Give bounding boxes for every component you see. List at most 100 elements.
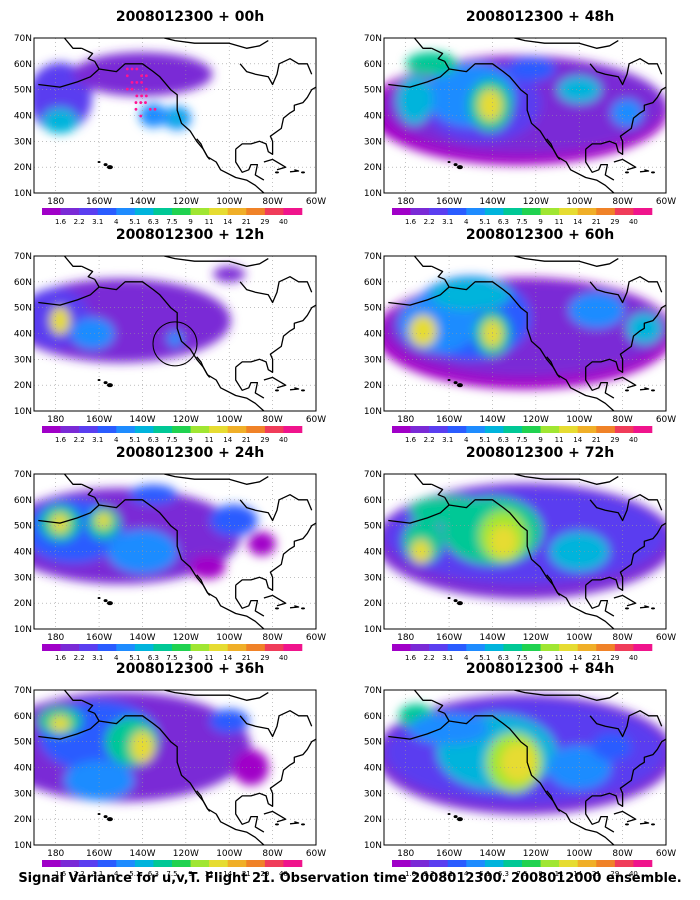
lon-tick-label: 140W	[129, 197, 155, 207]
colorbar-swatch	[540, 208, 560, 215]
lat-tick-label: 20N	[364, 599, 382, 609]
colorbar-swatch	[116, 860, 136, 867]
colorbar-swatch	[633, 426, 653, 433]
colorbar-swatch	[410, 860, 430, 867]
colorbar-swatch	[392, 644, 411, 651]
colorbar-swatch	[172, 426, 191, 433]
colorbar-swatch	[264, 644, 284, 651]
colorbar-swatch	[264, 860, 284, 867]
variance-contour	[610, 98, 643, 127]
lon-tick-label: 180	[397, 415, 414, 425]
map-panel: 2008012300 + 72h 10N 20N 30N 40N 50N 60N 70N 180…	[364, 444, 700, 662]
lat-tick-label: 10N	[364, 841, 382, 851]
lat-tick-label: 30N	[364, 137, 382, 147]
colorbar-swatch	[172, 208, 191, 215]
panel-title: 2008012300 + 12h	[115, 227, 265, 243]
colorbar-label: 11	[205, 436, 214, 444]
colorbar-label: 3.1	[442, 218, 453, 226]
colorbar-label: 21	[242, 218, 251, 226]
figure-caption: Signal Variance for u,v,T. Flight 21. Ob…	[18, 871, 682, 886]
panel-title: 2008012300 + 24h	[115, 445, 265, 461]
colorbar-label: 4	[464, 218, 469, 226]
colorbar-swatch	[540, 644, 560, 651]
colorbar-label: 4	[464, 436, 469, 444]
colorbar-label: 11	[555, 870, 564, 878]
lon-tick-label: 100W	[566, 415, 592, 425]
colorbar-swatch	[153, 208, 173, 215]
colorbar-label: 7.5	[516, 870, 527, 878]
lon-tick-label: 120W	[523, 415, 549, 425]
variance-contour	[139, 103, 168, 128]
colorbar-swatch	[42, 208, 61, 215]
lat-tick-label: 40N	[14, 764, 32, 774]
lat-tick-label: 60N	[364, 712, 382, 722]
variance-contour	[209, 709, 250, 733]
colorbar-swatch	[246, 208, 266, 215]
lon-tick-label: 100W	[216, 633, 242, 643]
colorbar-swatch	[559, 644, 579, 651]
lat-tick-label: 30N	[14, 573, 32, 583]
variance-map: 10N 20N 30N 40N 50N 60N 70N 180 160W 140W 120W 100W…	[364, 686, 676, 878]
colorbar-swatch	[97, 426, 117, 433]
lon-tick-label: 180	[47, 849, 64, 859]
variance-map: 10N 20N 30N 40N 50N 60N 70N 180 160W 140W 120W 100W…	[14, 252, 326, 444]
panel-title: 2008012300 + 72h	[465, 445, 615, 461]
colorbar-swatch	[392, 426, 411, 433]
colorbar-swatch	[596, 860, 616, 867]
colorbar-swatch	[134, 644, 154, 651]
variance-contour	[95, 512, 112, 529]
lon-tick-label: 60W	[656, 849, 676, 859]
colorbar-label: 5.1	[129, 654, 140, 662]
colorbar-label: 1.6	[55, 218, 67, 226]
colorbar-swatch	[559, 208, 579, 215]
colorbar-label: 29	[610, 436, 619, 444]
variance-map: 10N 20N 30N 40N 50N 60N 70N 180 160W 140W 120W 100W…	[14, 470, 326, 662]
colorbar-swatch	[429, 426, 449, 433]
colorbar-label: 14	[573, 218, 582, 226]
colorbar-swatch	[264, 426, 284, 433]
colorbar-label: 21	[592, 870, 601, 878]
colorbar-label: 6.3	[498, 218, 509, 226]
variance-map: 10N 20N 30N 40N 50N 60N 70N 180 160W 140W 120W 100W…	[14, 686, 326, 878]
lon-tick-label: 80W	[262, 197, 282, 207]
lat-tick-label: 50N	[364, 738, 382, 748]
colorbar-label: 21	[592, 218, 601, 226]
colorbar-swatch	[429, 208, 449, 215]
colorbar-swatch	[410, 426, 430, 433]
colorbar-swatch	[209, 208, 229, 215]
lon-tick-label: 180	[397, 633, 414, 643]
colorbar-label: 5.1	[129, 870, 140, 878]
coastline	[38, 474, 316, 629]
colorbar-swatch	[522, 644, 541, 651]
lon-tick-label: 160W	[86, 849, 112, 859]
colorbar-swatch	[596, 426, 616, 433]
panel-title: 2008012300 + 36h	[115, 661, 265, 677]
colorbar-label: 3.1	[442, 870, 453, 878]
colorbar-label: 2.2	[74, 218, 85, 226]
lon-tick-label: 60W	[656, 197, 676, 207]
variance-contour	[169, 111, 186, 126]
lon-tick-label: 140W	[479, 197, 505, 207]
lat-tick-label: 40N	[14, 330, 32, 340]
panel-title: 2008012300 + 84h	[465, 661, 615, 677]
colorbar-swatch	[283, 208, 303, 215]
lat-tick-label: 60N	[364, 278, 382, 288]
lon-tick-label: 180	[47, 197, 64, 207]
lat-tick-label: 70N	[14, 252, 32, 262]
colorbar-swatch	[190, 860, 210, 867]
colorbar-swatch	[42, 644, 61, 651]
lon-tick-label: 160W	[86, 197, 112, 207]
colorbar-swatch	[503, 426, 523, 433]
colorbar-label: 3.1	[92, 436, 103, 444]
lon-tick-label: 60W	[656, 415, 676, 425]
colorbar-swatch	[227, 860, 247, 867]
coastline	[388, 690, 666, 845]
variance-contour	[478, 89, 503, 122]
lon-tick-label: 120W	[523, 197, 549, 207]
lat-tick-label: 50N	[14, 738, 32, 748]
colorbar-label: 11	[205, 654, 214, 662]
lon-tick-label: 180	[47, 633, 64, 643]
colorbar-label: 1.6	[405, 870, 417, 878]
colorbar-swatch	[392, 860, 411, 867]
lat-tick-label: 70N	[364, 34, 382, 44]
